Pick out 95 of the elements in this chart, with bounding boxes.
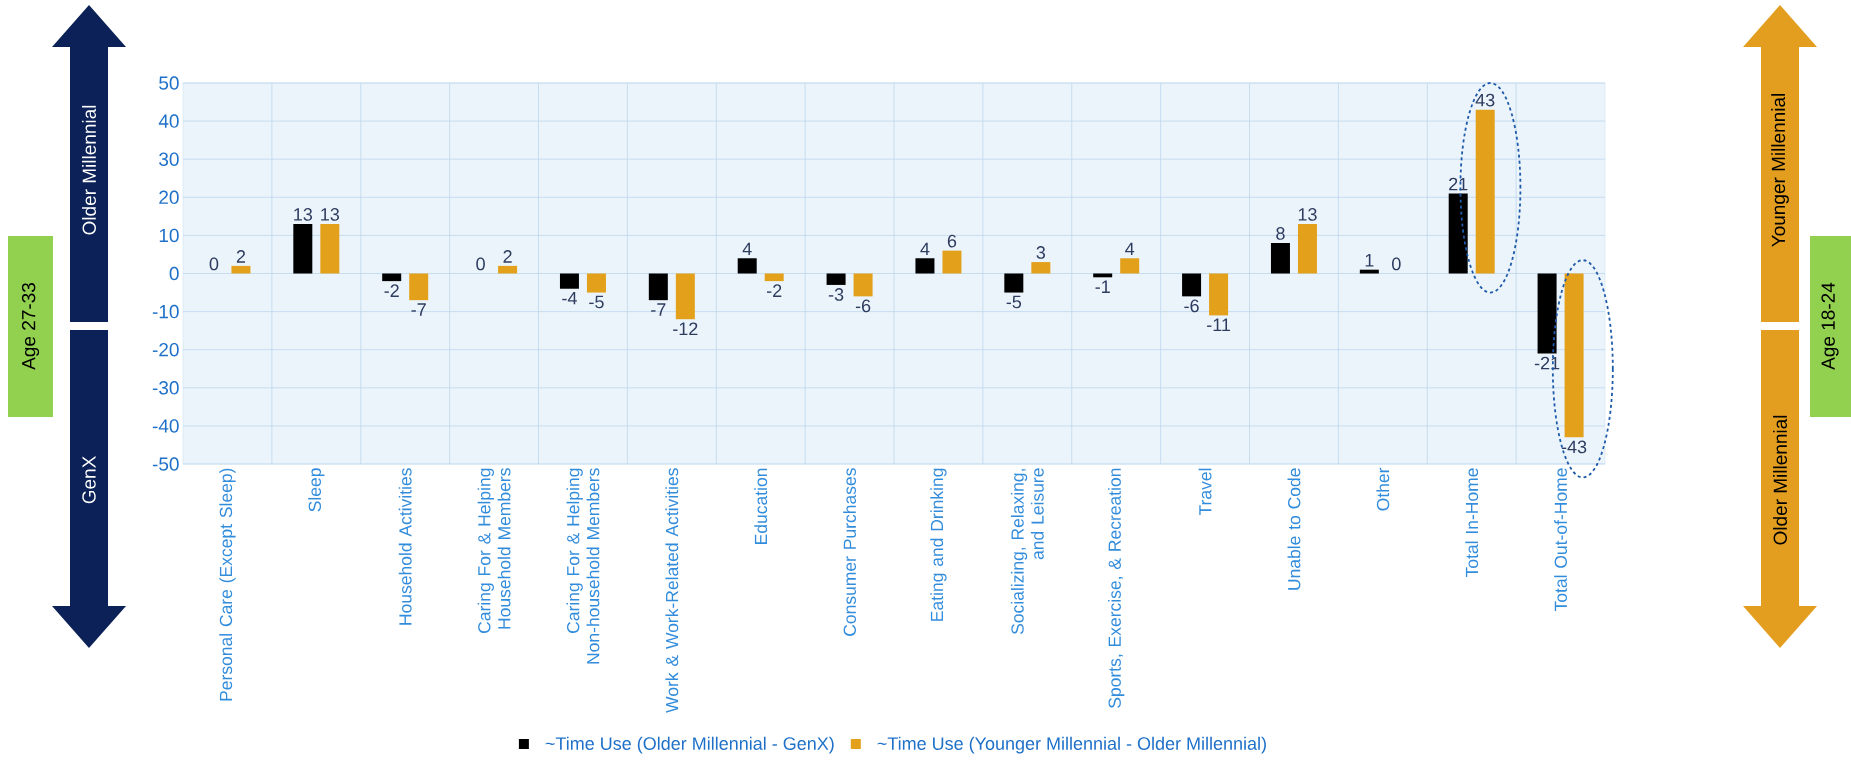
bar [853,273,873,297]
bar [1120,258,1140,274]
data-label: 43 [1475,93,1495,107]
data-label: -2 [384,284,399,297]
bar [231,265,251,274]
bar [409,273,429,301]
bar [942,250,962,274]
text: Age 18-24 [1821,282,1839,370]
bar [915,258,935,274]
bar [1004,273,1024,293]
y-tick-label: -30 [152,381,179,395]
data-label: 4 [920,242,930,256]
data-label: 2 [236,250,246,263]
x-tick-label: Caring For & Helping Non-household Members [566,468,600,664]
data-label: 13 [321,208,340,221]
bar [1564,273,1584,438]
y-tick-label: 30 [159,152,179,166]
data-label: -1 [1095,280,1110,293]
x-tick-label: Household Activities [398,468,412,625]
data-label: -5 [1006,295,1022,309]
legend-label: ~Time Use (Younger Millennial - Older Millennial) [877,736,1266,754]
y-tick-label: -50 [152,457,179,471]
bar [1297,223,1317,274]
x-tick-label: Other [1376,467,1390,511]
data-label: 4 [742,242,752,256]
bar [737,258,757,274]
bar [764,273,784,282]
bar [1475,109,1495,274]
data-label: 3 [1036,246,1046,259]
x-tick-label: Total In-Home [1465,468,1479,578]
data-label: 4 [1125,242,1135,256]
bar [1182,273,1202,297]
x-tick-label: Unable to Code [1287,468,1301,590]
bar [498,265,518,274]
data-label: 6 [947,234,957,248]
data-label: 1 [1365,254,1374,267]
data-label: 13 [294,208,313,221]
x-tick-label: Total Out-of-Home [1554,468,1568,612]
y-tick-label: -40 [152,419,179,433]
y-tick-label: 0 [169,266,179,281]
bar [1448,193,1468,274]
data-label: 21 [1449,177,1468,191]
x-tick-label: Education [754,468,768,544]
data-label: -21 [1534,356,1560,370]
y-tick-label: 50 [159,76,179,90]
data-label: -3 [828,288,844,301]
data-label: -6 [1184,299,1199,313]
text: Older Millennial [1773,415,1787,545]
x-tick-label: Personal Care (Except Sleep) [219,468,236,701]
x-tick-label: Travel [1198,468,1212,516]
data-label: -43 [1561,440,1587,454]
bar [1031,262,1051,274]
text: Younger Millennial [1771,94,1789,247]
x-tick-label: Sports, Exercise, & Recreation [1108,468,1125,708]
y-tick-label: -10 [152,304,179,319]
bar [675,273,695,320]
x-tick-label: Eating and Drinking [930,468,947,621]
data-label: 0 [1392,257,1401,271]
data-label: 2 [503,250,512,263]
x-tick-label: Consumer Purchases [843,468,856,636]
data-label: -6 [855,299,871,313]
y-tick-label: 10 [159,228,179,243]
text: Age 27-33 [21,283,40,370]
y-tick-label: -20 [152,342,179,357]
data-label: 0 [476,257,485,271]
legend-label: ~Time Use (Older Millennial - GenX) [545,736,834,754]
bar [1359,269,1379,274]
bar [293,223,313,274]
x-tick-label: Work & Work-Related Activities [665,468,679,713]
bar [559,273,579,289]
y-tick-label: 20 [159,190,179,205]
data-label: 0 [209,257,219,271]
x-tick-label: Sleep [308,468,325,512]
bar [826,273,846,285]
data-label: -2 [767,284,782,297]
data-label: 13 [1298,208,1317,221]
data-label: 8 [1276,227,1285,240]
bar [586,273,606,293]
x-tick-label: Caring For & Helping Household Members [477,468,511,633]
bar [320,223,340,274]
x-tick-label: Socializing, Relaxing, and Leisure [1010,468,1044,635]
data-label: -7 [651,303,666,316]
y-tick-label: 40 [158,114,179,128]
data-label: -7 [411,303,426,316]
bar [1209,273,1229,316]
bar [1537,273,1557,354]
bar [382,273,402,282]
data-label: -5 [589,295,604,309]
bar [648,273,668,301]
text: GenX [82,456,96,504]
data-label: -12 [673,322,698,335]
bar [1270,243,1290,274]
text: Older Millennial [82,105,96,235]
data-label: -4 [562,291,577,305]
data-label: -11 [1207,318,1231,331]
